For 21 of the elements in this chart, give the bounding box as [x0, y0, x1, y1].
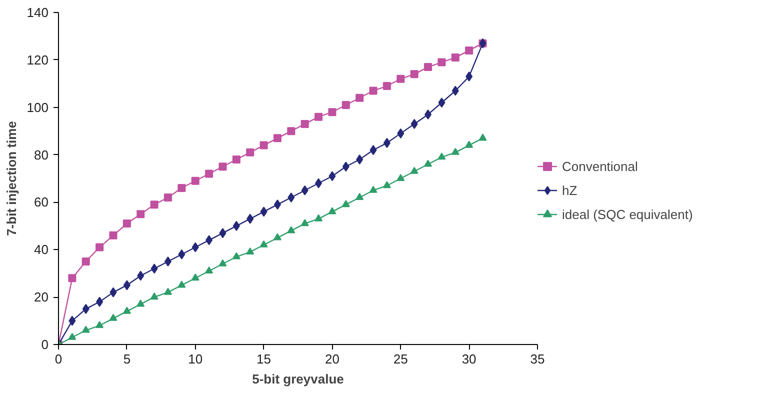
legend-label: ideal (SQC equivalent): [562, 206, 693, 222]
y-tick-label: 100: [26, 100, 49, 115]
y-tick-label: 40: [34, 242, 49, 258]
x-tick-label: 15: [256, 352, 272, 366]
y-tick-label: 120: [26, 52, 49, 68]
y-tick-label: 80: [34, 147, 49, 162]
x-tick-label: 10: [188, 352, 203, 366]
x-axis-title: 5-bit greyvalue: [252, 372, 344, 386]
x-tick-label: 5: [123, 352, 131, 366]
y-tick-label: 0: [41, 337, 49, 352]
x-tick-label: 35: [530, 352, 545, 366]
legend-label: Conventional: [562, 158, 638, 174]
y-tick-label: 60: [34, 194, 49, 210]
y-axis-title: 7-bit injection time: [4, 121, 19, 236]
y-tick-label: 20: [34, 290, 49, 305]
x-tick-label: 0: [54, 352, 62, 366]
y-tick-label: 140: [26, 5, 49, 20]
x-tick-label: 25: [393, 352, 408, 366]
x-tick-label: 30: [462, 352, 476, 366]
x-tick-label: 20: [324, 352, 340, 366]
legend-label: hZ: [562, 182, 578, 198]
